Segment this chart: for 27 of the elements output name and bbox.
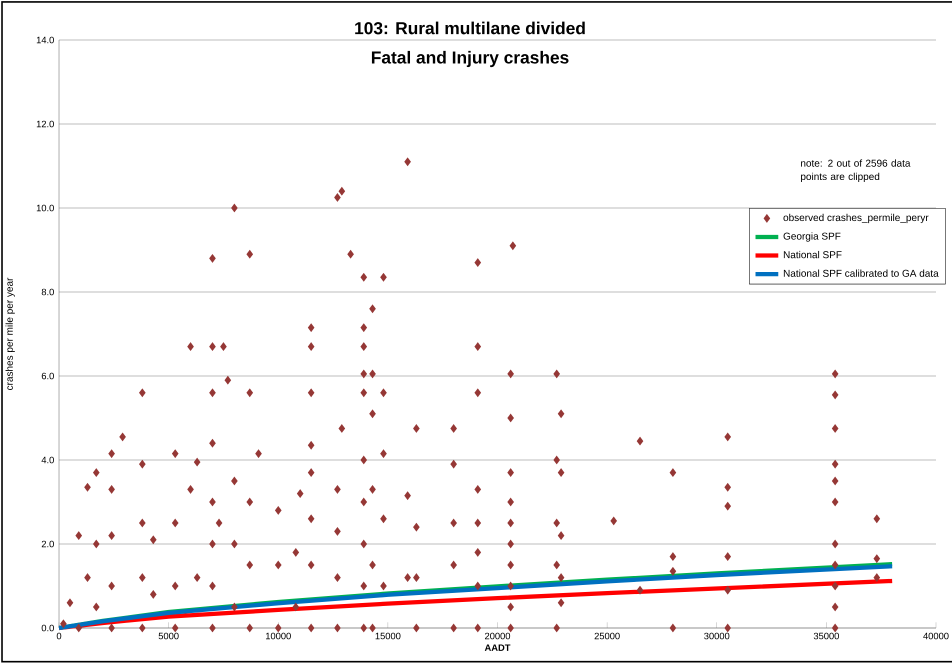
y-tick-label: 12.0 xyxy=(36,120,54,128)
y-tick-label: 0.0 xyxy=(42,624,54,632)
line-series xyxy=(56,578,894,630)
x-tick-label: 20000 xyxy=(484,632,510,640)
x-tick-label: 10000 xyxy=(266,632,291,640)
x-tick-label: 15000 xyxy=(376,632,400,640)
x-tick-label: 0 xyxy=(56,632,62,640)
y-tick-label: 14.0 xyxy=(36,36,54,44)
x-tick-label: 35000 xyxy=(814,632,839,640)
legend-label: National SPF calibrated to GA data xyxy=(784,270,939,277)
chart-title: 103: Rural multilane divided xyxy=(355,22,585,34)
y-axis-title: crashes per mile per year xyxy=(6,278,15,390)
x-tick-label: 30000 xyxy=(704,632,730,640)
y-tick-label: 2.0 xyxy=(42,540,54,548)
legend-label: National SPF xyxy=(784,250,842,258)
annotation: note: 2 out of 2596 data points are clipped xyxy=(801,159,910,182)
x-tick-label: 5000 xyxy=(158,632,179,640)
x-axis-title: AADT xyxy=(484,644,510,651)
y-tick-label: 10.0 xyxy=(36,204,54,212)
legend-label: observed crashes_permile_peryr xyxy=(783,214,928,224)
text: Fatal and Injury crashes xyxy=(372,50,569,68)
y-tick-label: 4.0 xyxy=(42,456,54,464)
legend-label: Georgia SPF xyxy=(784,232,840,242)
x-tick-label: 25000 xyxy=(594,632,620,640)
x-tick-label: 40000 xyxy=(923,632,949,640)
y-tick-label: 6.0 xyxy=(42,372,54,380)
y-tick-label: 8.0 xyxy=(42,288,54,296)
